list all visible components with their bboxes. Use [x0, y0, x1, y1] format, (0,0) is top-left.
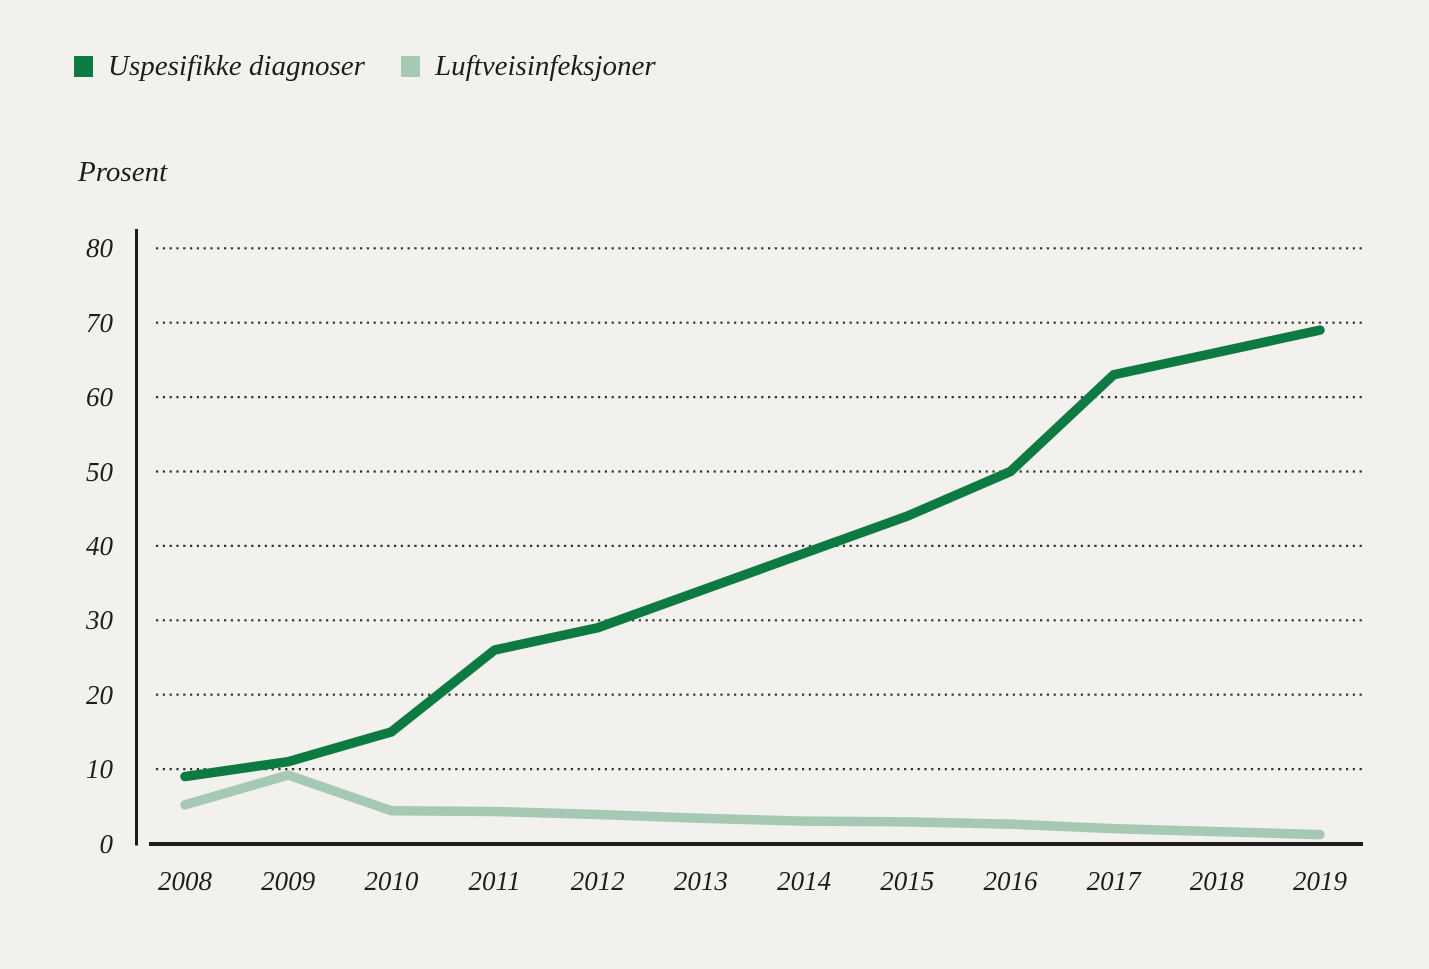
x-tick-label-2011: 2011: [468, 866, 521, 896]
x-tick-label-2018: 2018: [1189, 866, 1244, 896]
legend-item-uspesifikke-diagnoser: Uspesifikke diagnoser: [74, 50, 365, 82]
x-tick-label-2017: 2017: [1086, 866, 1141, 896]
y-tick-label-0: 0: [99, 828, 114, 859]
gridlines: [156, 247, 1362, 771]
series-line-luftveisinfeksjoner: [180, 770, 1325, 840]
legend-item-luftveisinfeksjoner: Luftveisinfeksjoner: [401, 50, 656, 82]
legend-swatch-dark-green: [74, 55, 93, 77]
legend-swatch-light-green: [401, 55, 420, 77]
y-tick-label-80: 80: [86, 233, 113, 264]
legend-label: Luftveisinfeksjoner: [435, 50, 656, 82]
series-lines: [180, 325, 1325, 840]
series-line-uspesifikke-diagnoser: [180, 325, 1325, 782]
x-tick-label-2008: 2008: [158, 866, 212, 896]
x-tick-label-2012: 2012: [570, 866, 625, 896]
x-tick-label-2016: 2016: [983, 866, 1038, 896]
legend-label: Uspesifikke diagnoser: [108, 50, 365, 82]
y-tick-label-70: 70: [86, 307, 113, 338]
y-tick-label-20: 20: [86, 679, 113, 710]
x-tick-label-2009: 2009: [261, 866, 316, 896]
y-tick-label-30: 30: [86, 605, 113, 636]
y-tick-label-50: 50: [86, 456, 113, 487]
y-axis-title: Prosent: [78, 156, 168, 188]
x-tick-label-2014: 2014: [777, 866, 832, 896]
y-tick-label-10: 10: [86, 754, 113, 785]
x-tick-label-2019: 2019: [1292, 866, 1347, 896]
x-tick-label-2015: 2015: [880, 866, 935, 896]
x-tick-label-2013: 2013: [673, 866, 728, 896]
x-tick-label-2010: 2010: [364, 866, 419, 896]
y-tick-label-40: 40: [86, 530, 113, 561]
y-tick-label-60: 60: [86, 382, 113, 413]
